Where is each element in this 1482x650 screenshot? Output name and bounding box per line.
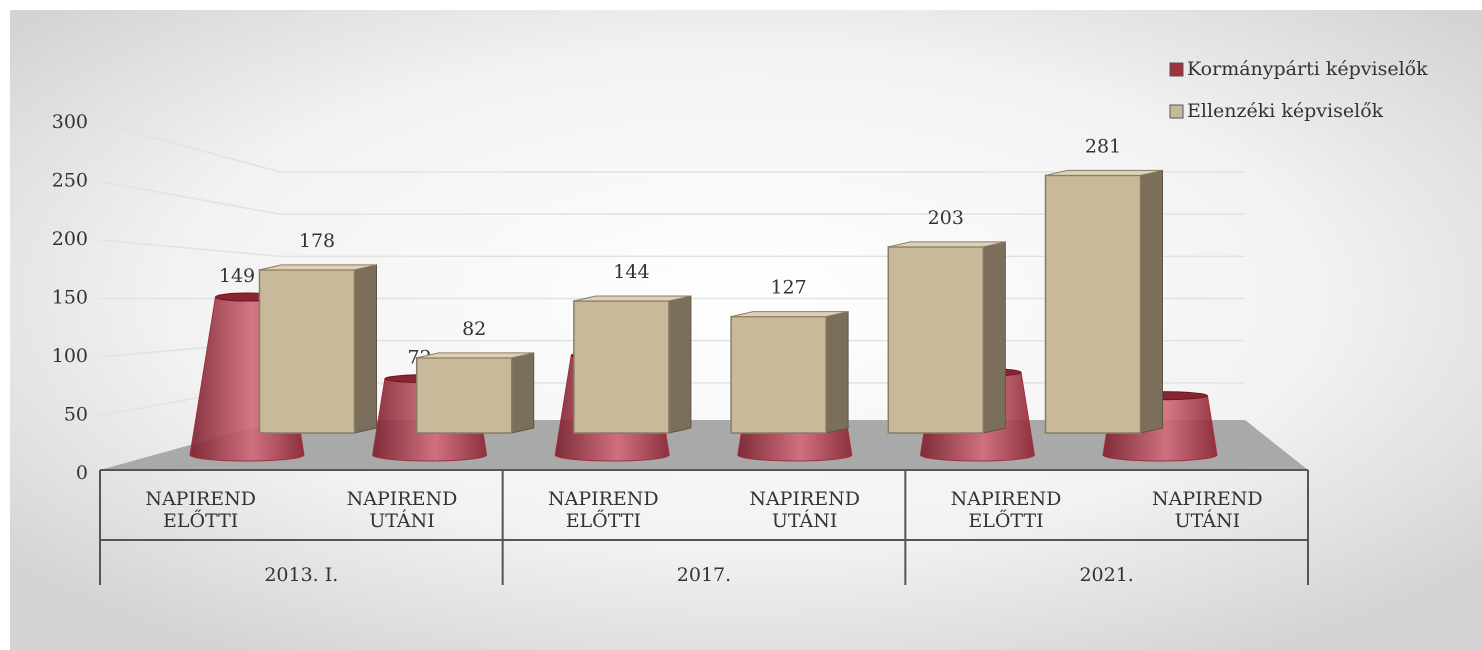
- box-top: [259, 264, 377, 271]
- box-bar: [573, 295, 692, 434]
- box-bar: [1044, 169, 1163, 434]
- legend-label: Kormánypárti képviselők: [1187, 58, 1428, 80]
- box-front: [887, 246, 985, 434]
- legend-swatch: [1169, 104, 1184, 119]
- box-top: [416, 352, 534, 359]
- box-side: [354, 264, 377, 434]
- box-bar: [415, 352, 535, 434]
- box-top: [730, 311, 849, 318]
- group-label: 2017.: [677, 564, 731, 586]
- box-front: [573, 300, 670, 434]
- y-tick-label: 150: [52, 287, 88, 309]
- box-front: [1044, 174, 1142, 434]
- group-label: 2021.: [1079, 564, 1133, 586]
- value-label: 203: [928, 207, 964, 229]
- legend-label: Ellenzéki képviselők: [1187, 100, 1384, 122]
- y-tick-label: 0: [76, 462, 88, 484]
- y-tick-label: 100: [52, 345, 88, 367]
- grid-line: [99, 180, 1245, 215]
- value-label: 82: [462, 318, 486, 340]
- value-label: 144: [613, 261, 649, 283]
- box-bar: [730, 310, 849, 434]
- x-tick-label: NAPIREND UTÁNI: [749, 488, 860, 532]
- box-side: [982, 241, 1006, 434]
- grid-line: [99, 122, 1245, 173]
- box-bar: [258, 264, 377, 434]
- box-front: [258, 269, 356, 434]
- box-side: [825, 310, 849, 434]
- box-front: [415, 357, 513, 434]
- x-tick-label: NAPIREND ELŐTTI: [145, 488, 256, 532]
- value-label: 178: [299, 230, 335, 252]
- box-top: [1045, 169, 1163, 176]
- box-bar: [887, 241, 1006, 434]
- value-label: 149: [219, 265, 255, 287]
- x-tick-label: NAPIREND UTÁNI: [1151, 488, 1263, 532]
- box-side: [511, 352, 535, 434]
- box-top: [573, 295, 692, 302]
- y-tick-label: 250: [52, 170, 88, 192]
- y-tick-label: 300: [52, 111, 88, 133]
- x-tick-label: NAPIREND ELŐTTI: [547, 488, 659, 532]
- legend-swatch: [1169, 62, 1184, 77]
- group-label: 2013. I.: [264, 564, 338, 586]
- box-side: [1140, 169, 1163, 434]
- value-label: 127: [770, 277, 806, 299]
- value-label: 281: [1085, 135, 1121, 157]
- x-tick-label: NAPIREND ELŐTTI: [950, 488, 1062, 532]
- x-tick-label: NAPIREND UTÁNI: [346, 488, 458, 532]
- box-top: [888, 241, 1006, 248]
- box-side: [668, 295, 692, 434]
- y-tick-label: 200: [52, 228, 88, 250]
- y-tick-label: 50: [64, 404, 88, 426]
- box-front: [730, 315, 827, 434]
